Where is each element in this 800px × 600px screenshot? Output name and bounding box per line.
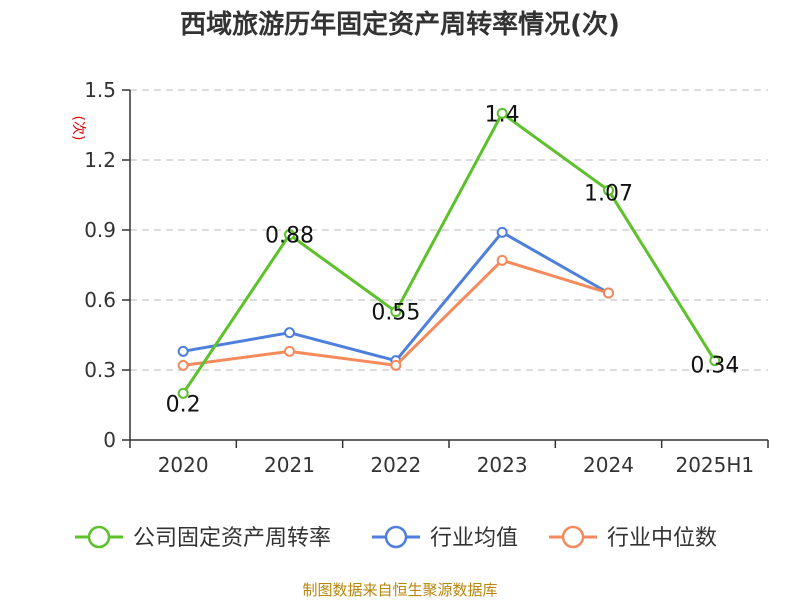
x-tick-label: 2020 [158,453,209,477]
series [177,107,721,399]
y-tick-label: 0.3 [84,358,116,382]
legend-label: 公司固定资产周转率 [133,526,331,551]
data-point [390,359,402,371]
data-point [709,355,721,367]
data-label: 1.4 [485,102,520,127]
data-point [284,345,295,357]
data-point [496,254,508,266]
legend-item: 行业中位数 [549,525,717,551]
y-tick-label: 1.5 [84,78,116,102]
data-point [603,184,614,196]
data-point [390,306,402,318]
data-point [496,226,508,238]
data-label: 1.07 [584,181,633,206]
data-label: 0.34 [690,354,739,379]
y-tick-label: 0.9 [84,218,116,242]
y-tick-label: 0 [103,428,116,452]
chart-title: 西域旅游历年固定资产周转率情况(次) [180,9,620,40]
legend-swatch-marker [384,525,408,549]
legend-item: 公司固定资产周转率 [75,525,331,551]
legend-swatch-marker [87,525,111,549]
data-point [603,287,614,299]
x-tick-label: 2025H1 [675,453,754,477]
data-labels: 0.2 0.88 0.55 1.4 1.07 0.34 [166,102,740,417]
series-1 [177,226,614,367]
axes: 0 0.3 0.6 0.9 1.2 1.5 2020 2021 2022 2023 2024 2025… [84,78,769,477]
legend-label: 行业中位数 [607,526,717,551]
y-tick-label: 1.2 [84,148,116,172]
legend-item: 行业均值 [372,525,518,551]
series-0 [177,107,721,399]
y-axis-unit: (次) [70,116,86,141]
legend-swatch-marker [561,525,585,549]
x-tick-label: 2021 [264,453,315,477]
source-note: 制图数据来自恒生聚源数据库 [302,581,497,599]
legend-label: 行业均值 [430,526,518,551]
data-point [496,107,508,119]
data-label: 0.88 [265,224,314,249]
data-point [177,387,189,399]
x-tick-label: 2023 [477,453,528,477]
series-line [181,111,717,395]
data-point [284,327,295,339]
x-tick-label: 2022 [370,453,421,477]
legend: 公司固定资产周转率 行业均值 行业中位数 [75,525,717,551]
data-label: 0.2 [166,392,201,417]
data-label: 0.55 [371,301,420,326]
y-tick-label: 0.6 [84,288,116,312]
data-point [177,345,189,357]
series-2 [177,254,614,371]
data-point [177,359,189,371]
grid [130,89,768,371]
x-tick-label: 2024 [583,453,634,477]
data-point [284,229,295,241]
